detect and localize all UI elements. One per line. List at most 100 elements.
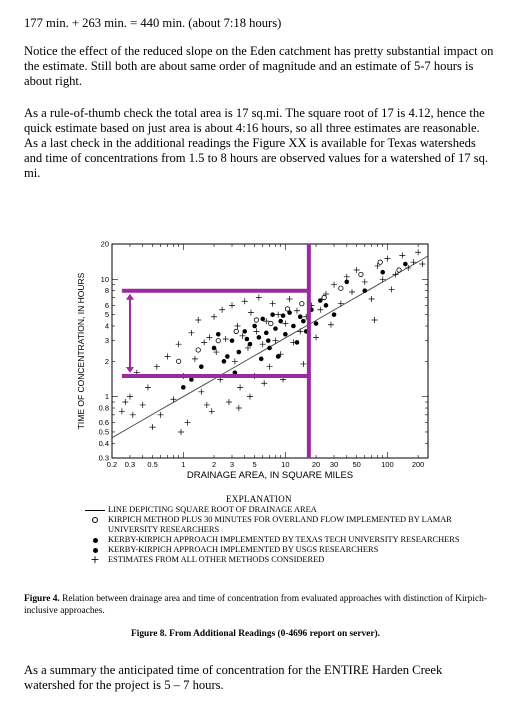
open-circle-marker [253,317,259,323]
x-tick-label: 3 [230,460,234,469]
dot-marker [198,364,204,369]
dot-marker [221,359,227,364]
plus-marker [261,380,268,387]
dot-marker [313,321,319,326]
paragraph-slope: Notice the effect of the reduced slope o… [24,44,494,88]
dot-marker [232,370,238,376]
plus-marker [234,323,241,330]
y-tick-label: 5 [105,310,109,319]
plus-marker [410,259,417,266]
plus-marker [231,358,238,365]
plus-marker [297,328,304,335]
plus-marker [327,321,334,328]
plus-marker [144,384,151,391]
plus-marker [184,419,191,426]
dot-marker [323,303,329,308]
plus-marker [122,399,129,406]
plus-marker [198,388,205,395]
legend-label: ESTIMATES FROM ALL OTHER METHODS CONSIDE… [108,555,325,564]
plus-marker [405,264,412,271]
legend-label: KERBY-KIRPICH APPROACH IMPLEMENTED BY TE… [108,535,460,544]
plus-marker [225,399,232,406]
dot-marker [344,279,350,285]
x-tick-label: 100 [381,460,394,469]
plus-marker [331,281,338,288]
plus-marker [343,273,350,280]
legend-label: KERBY-KIRPICH APPROACH IMPLEMENTED BY US… [108,545,379,554]
dot-marker [181,385,186,390]
dot-marker [278,318,283,324]
plus-marker [300,360,307,367]
dot-marker [270,312,275,317]
tc-area-chart: 0.2 0.3 0.5 1 2 3 5 10 20 30 50 100 2000.30.40.50.60… [76,240,429,481]
y-tick-label: 0.6 [99,418,109,427]
plus-marker [208,408,215,415]
legend: LINE DEPICTING SQUARE ROOT OF DRAINAGE A… [82,505,502,565]
plot-frame [111,243,429,459]
open-circle-marker [215,338,221,344]
explanation-title: EXPLANATION [226,494,292,504]
plus-marker [247,309,254,316]
open-circle-marker [284,306,291,312]
plus-marker [337,300,344,307]
plus-marker [126,393,133,400]
plus-marker [222,335,229,342]
y-tick-label: 6 [105,301,109,310]
plus-marker [368,295,375,302]
plus-marker [253,328,260,335]
dot-marker [331,312,337,317]
plus-marker [246,393,253,400]
plus-marker [388,286,395,293]
dot-marker [242,329,248,334]
plus-marker [191,355,198,362]
plus-marker [384,255,391,262]
plus-marker [371,317,378,324]
plus-marker [170,396,177,403]
plus-marker [275,311,282,318]
plus-marker [415,249,422,256]
plus-marker [313,334,320,341]
plus-marker [361,278,368,285]
plus-marker [379,276,386,283]
plus-marker [201,339,208,346]
legend-item-kerby-usgs: KERBY-KIRPICH APPROACH IMPLEMENTED BY US… [82,545,502,555]
plus-marker [349,288,356,295]
x-tick-label: 30 [330,460,338,469]
y-tick-label: 1 [105,392,109,401]
plus-marker [263,318,270,325]
arrow-down-icon [125,366,134,373]
dot-marker [317,298,323,303]
dot-marker [294,340,300,345]
plus-marker [206,334,213,341]
plus-marker [374,262,381,269]
y-tick-label: 0.8 [99,404,109,413]
dot-marker [215,331,221,337]
y-tick-label: 2 [105,357,109,366]
x-axis-title: DRAINAGE AREA, IN SQUARE MILES [187,470,353,481]
x-tick-label: 50 [353,460,361,469]
plus-marker [175,341,182,348]
plus-marker [235,405,242,412]
dot-marker [301,318,306,324]
open-circle-icon [92,517,98,523]
open-circle-marker [396,267,402,273]
plus-marker [153,363,160,370]
open-circle-marker [358,271,364,278]
y-tick-label: 20 [101,240,109,249]
dot-marker [258,356,264,362]
plus-marker [195,317,202,324]
open-circle-marker [338,285,344,291]
plus-marker [129,411,136,418]
y-tick-label: 10 [101,275,109,284]
plus-marker [419,261,426,268]
open-circle-marker [268,320,274,327]
y-tick-label: 0.3 [99,454,109,463]
plus-marker [213,349,220,356]
plus-marker [392,271,399,278]
plus-marker [164,353,171,360]
y-tick-label: 3 [105,336,109,345]
dot-marker [211,345,217,351]
y-axis-title: TIME OF CONCENTRATION, IN HOURS [76,272,86,429]
plus-marker [272,337,279,344]
plus-marker [203,401,210,408]
